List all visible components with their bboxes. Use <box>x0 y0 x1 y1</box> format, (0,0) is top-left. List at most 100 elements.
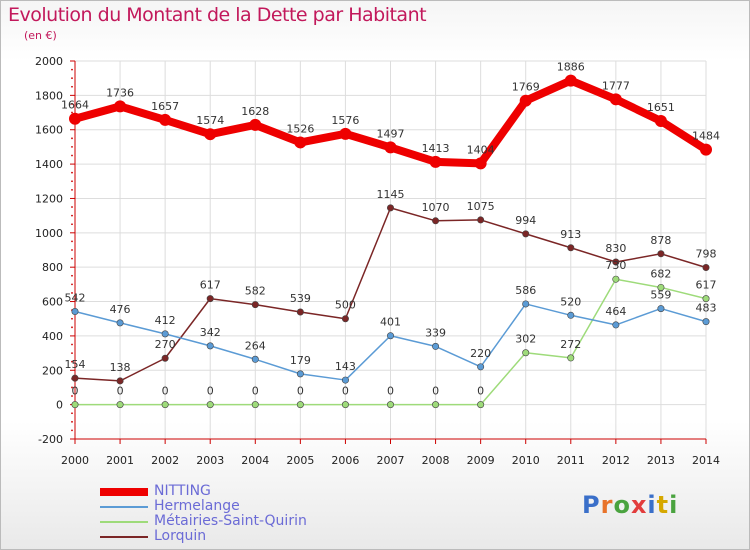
logo-letter: x <box>630 491 648 519</box>
data-label: 1413 <box>422 142 450 155</box>
legend-item: Lorquin <box>100 528 400 544</box>
data-point <box>71 374 79 382</box>
legend: NITTING Hermelange Métairies-Saint-Quirin L… <box>100 483 400 544</box>
y-minor-tick <box>71 240 73 243</box>
logo-letter: i <box>669 491 679 519</box>
data-point <box>522 300 530 308</box>
data-point <box>341 401 349 409</box>
y-tick-label: 1000 <box>35 227 63 240</box>
logo-letter: t <box>656 491 670 519</box>
data-point <box>296 370 304 378</box>
data-label: 1404 <box>467 143 495 156</box>
data-label: 1769 <box>512 81 540 94</box>
data-label: 0 <box>387 385 394 398</box>
data-label: 1628 <box>241 105 269 118</box>
data-point <box>206 401 214 409</box>
y-minor-tick <box>71 343 73 346</box>
legend-swatch <box>100 536 148 538</box>
legend-swatch <box>100 521 148 523</box>
data-point <box>161 330 169 338</box>
y-minor-tick <box>71 283 73 286</box>
data-point <box>612 321 620 329</box>
legend-swatch <box>100 506 148 508</box>
logo-letter: r <box>600 491 614 519</box>
data-point <box>116 401 124 409</box>
data-point <box>700 143 712 156</box>
data-label: 264 <box>245 339 266 352</box>
data-label: 582 <box>245 285 266 298</box>
y-minor-tick <box>71 137 73 140</box>
data-point <box>477 401 485 409</box>
data-point <box>432 217 440 225</box>
data-label: 1664 <box>61 99 89 112</box>
data-label: 1526 <box>286 122 314 135</box>
data-label: 1574 <box>196 114 224 127</box>
data-label: 0 <box>432 385 439 398</box>
data-point <box>206 295 214 303</box>
data-label: 0 <box>207 385 214 398</box>
data-label: 0 <box>117 385 124 398</box>
data-point <box>612 275 620 283</box>
data-point <box>522 230 530 238</box>
y-minor-tick <box>71 386 73 389</box>
y-minor-tick <box>71 360 73 363</box>
y-tick-label: 2000 <box>35 55 63 68</box>
data-label: 0 <box>162 385 169 398</box>
x-tick-label: 2002 <box>151 454 179 467</box>
data-label: 1651 <box>647 101 675 114</box>
data-label: 0 <box>72 385 79 398</box>
data-point <box>657 250 665 258</box>
y-minor-tick <box>71 420 73 423</box>
y-minor-tick <box>71 412 73 415</box>
data-label: 500 <box>335 299 356 312</box>
data-label: 542 <box>65 292 86 305</box>
data-label: 682 <box>650 267 671 280</box>
x-tick-label: 2005 <box>286 454 314 467</box>
data-label: 476 <box>110 303 131 316</box>
data-point <box>116 377 124 385</box>
y-tick-label: 1800 <box>35 89 63 102</box>
data-point <box>251 355 259 363</box>
data-label: 878 <box>650 234 671 247</box>
data-point <box>386 401 394 409</box>
x-tick-label: 2012 <box>602 454 630 467</box>
data-label: 270 <box>155 338 176 351</box>
data-labels: 154 138 270 617 582 539 500 1145 1070 1075 994 913 8… <box>61 61 720 398</box>
data-point <box>296 308 304 316</box>
y-minor-tick <box>71 188 73 191</box>
data-point <box>161 401 169 409</box>
data-point <box>341 315 349 323</box>
data-point <box>657 305 665 313</box>
data-point <box>251 401 259 409</box>
y-minor-tick <box>71 223 73 226</box>
data-point <box>702 295 710 303</box>
data-label: 586 <box>515 284 536 297</box>
y-tick-label: 200 <box>42 364 63 377</box>
y-minor-tick <box>71 274 73 277</box>
data-label: 1777 <box>602 79 630 92</box>
data-label: 1484 <box>692 130 720 143</box>
y-minor-tick <box>71 429 73 432</box>
legend-label: NITTING <box>154 483 211 499</box>
data-point <box>429 155 442 168</box>
data-label: 1736 <box>106 86 134 99</box>
x-tick-label: 2008 <box>422 454 450 467</box>
data-label: 1886 <box>557 61 585 74</box>
x-tick-label: 2007 <box>377 454 405 467</box>
y-minor-tick <box>71 317 73 320</box>
data-point <box>564 74 577 87</box>
legend-label: Hermelange <box>154 498 240 514</box>
x-tick-label: 2000 <box>61 454 89 467</box>
x-tick-label: 2006 <box>331 454 359 467</box>
chart-subtitle: (en €) <box>24 29 57 42</box>
data-label: 617 <box>696 279 717 292</box>
data-label: 539 <box>290 292 311 305</box>
data-point <box>567 244 575 252</box>
y-minor-tick <box>71 111 73 114</box>
data-label: 730 <box>605 259 626 272</box>
x-tick-label: 2014 <box>692 454 720 467</box>
data-label: 220 <box>470 347 491 360</box>
data-label: 401 <box>380 316 401 329</box>
x-tick-label: 2011 <box>557 454 585 467</box>
